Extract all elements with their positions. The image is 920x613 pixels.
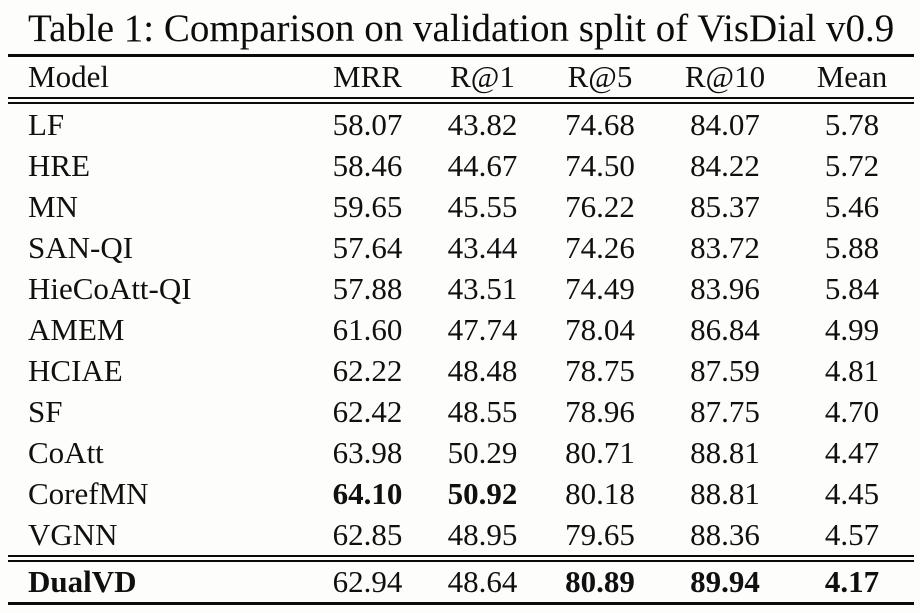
value-cell: 84.07: [690, 106, 760, 142]
table-row: MN 59.65 45.55 76.22 85.37 5.46: [8, 186, 914, 227]
value-cell: 5.72: [824, 147, 880, 183]
value-cell: 57.64: [332, 229, 403, 265]
column-header-mean: Mean: [816, 59, 888, 94]
table-row: CoAtt 63.98 50.29 80.71 88.81 4.47: [8, 432, 914, 473]
value-cell: 74.50: [565, 147, 635, 183]
value-cell: 84.22: [690, 147, 760, 183]
value-cell: 4.57: [824, 516, 880, 552]
column-header-model: Model: [28, 59, 109, 94]
value-cell: 4.17: [824, 564, 880, 599]
model-cell: CoAtt: [28, 434, 104, 470]
table-body: LF 58.07 43.82 74.68 84.07 5.78 HRE 58.46 44.67 7…: [8, 101, 914, 604]
value-cell: 59.65: [332, 188, 403, 224]
value-cell: 48.95: [447, 516, 518, 552]
value-cell: 85.37: [690, 188, 760, 224]
value-cell: 87.59: [690, 352, 760, 388]
table-row: CorefMN 64.10 50.92 80.18 88.81 4.45: [8, 473, 914, 514]
value-cell: 86.84: [690, 311, 760, 347]
value-cell: 57.88: [332, 270, 403, 306]
value-cell: 44.67: [447, 147, 518, 183]
value-cell: 62.22: [332, 352, 403, 388]
model-cell: SF: [28, 393, 63, 429]
value-cell: 61.60: [332, 311, 403, 347]
model-cell: AMEM: [28, 311, 125, 347]
value-cell: 47.74: [447, 311, 518, 347]
value-cell: 74.26: [565, 229, 635, 265]
model-cell: HRE: [28, 147, 90, 183]
column-header-mrr: MRR: [333, 59, 402, 94]
table-row: LF 58.07 43.82 74.68 84.07 5.78: [8, 101, 914, 146]
value-cell: 4.70: [824, 393, 880, 429]
value-cell: 48.64: [447, 564, 518, 599]
value-cell: 64.10: [332, 475, 403, 511]
value-cell: 50.29: [447, 434, 518, 470]
value-cell: 4.99: [824, 311, 880, 347]
results-table: Model MRR R@1 R@5 R@10 Mean LF 58.07 43.82 74.68…: [8, 54, 914, 605]
value-cell: 5.78: [824, 106, 880, 142]
value-cell: 88.36: [690, 516, 760, 552]
value-cell: 76.22: [565, 188, 635, 224]
column-header-r-5: R@5: [567, 59, 633, 94]
value-cell: 88.81: [690, 475, 760, 511]
value-cell: 80.71: [565, 434, 635, 470]
value-cell: 43.51: [447, 270, 518, 306]
value-cell: 5.84: [824, 270, 880, 306]
value-cell: 5.88: [824, 229, 880, 265]
table-row: HCIAE 62.22 48.48 78.75 87.59 4.81: [8, 350, 914, 391]
value-cell: 45.55: [447, 188, 518, 224]
model-cell: VGNN: [28, 516, 118, 552]
model-cell: DualVD: [28, 564, 137, 599]
value-cell: 78.75: [565, 352, 635, 388]
value-cell: 5.46: [824, 188, 880, 224]
value-cell: 48.55: [447, 393, 518, 429]
value-cell: 4.45: [824, 475, 880, 511]
value-cell: 43.44: [447, 229, 518, 265]
table-row: HieCoAtt-QI 57.88 43.51 74.49 83.96 5.84: [8, 268, 914, 309]
table-row: SF 62.42 48.55 78.96 87.75 4.70: [8, 391, 914, 432]
value-cell: 58.46: [332, 147, 403, 183]
table-row: AMEM 61.60 47.74 78.04 86.84 4.99: [8, 309, 914, 350]
value-cell: 78.04: [565, 311, 635, 347]
column-header-r-1: R@1: [450, 59, 515, 94]
value-cell: 62.94: [332, 564, 403, 599]
model-cell: CorefMN: [28, 475, 149, 511]
value-cell: 74.68: [565, 106, 635, 142]
value-cell: 62.85: [332, 516, 403, 552]
value-cell: 79.65: [565, 516, 635, 552]
table-row: VGNN 62.85 48.95 79.65 88.36 4.57: [8, 514, 914, 559]
table-row: SAN-QI 57.64 43.44 74.26 83.72 5.88: [8, 227, 914, 268]
model-cell: LF: [28, 106, 65, 142]
value-cell: 87.75: [690, 393, 760, 429]
header-row: Model MRR R@1 R@5 R@10 Mean: [8, 55, 914, 101]
value-cell: 4.47: [824, 434, 880, 470]
value-cell: 58.07: [332, 106, 403, 142]
column-header-r-10: R@10: [684, 59, 766, 94]
value-cell: 80.18: [565, 475, 635, 511]
value-cell: 48.48: [447, 352, 518, 388]
value-cell: 4.81: [824, 352, 880, 388]
value-cell: 43.82: [447, 106, 518, 142]
paper-table-figure: Table 1: Comparison on validation split …: [0, 5, 920, 613]
value-cell: 83.96: [690, 270, 760, 306]
value-cell: 63.98: [332, 434, 403, 470]
footer-row: DualVD 62.94 48.64 80.89 89.94 4.17: [8, 558, 914, 604]
table-caption: Table 1: Comparison on validation split …: [28, 7, 895, 50]
model-cell: HieCoAtt-QI: [28, 270, 192, 306]
value-cell: 89.94: [690, 564, 760, 599]
value-cell: 83.72: [690, 229, 760, 265]
model-cell: SAN-QI: [28, 229, 134, 265]
value-cell: 80.89: [565, 564, 635, 599]
table-row: HRE 58.46 44.67 74.50 84.22 5.72: [8, 145, 914, 186]
value-cell: 62.42: [332, 393, 403, 429]
value-cell: 78.96: [565, 393, 635, 429]
model-cell: HCIAE: [28, 352, 123, 388]
model-cell: MN: [28, 188, 78, 224]
value-cell: 50.92: [447, 475, 518, 511]
value-cell: 88.81: [690, 434, 760, 470]
value-cell: 74.49: [565, 270, 635, 306]
